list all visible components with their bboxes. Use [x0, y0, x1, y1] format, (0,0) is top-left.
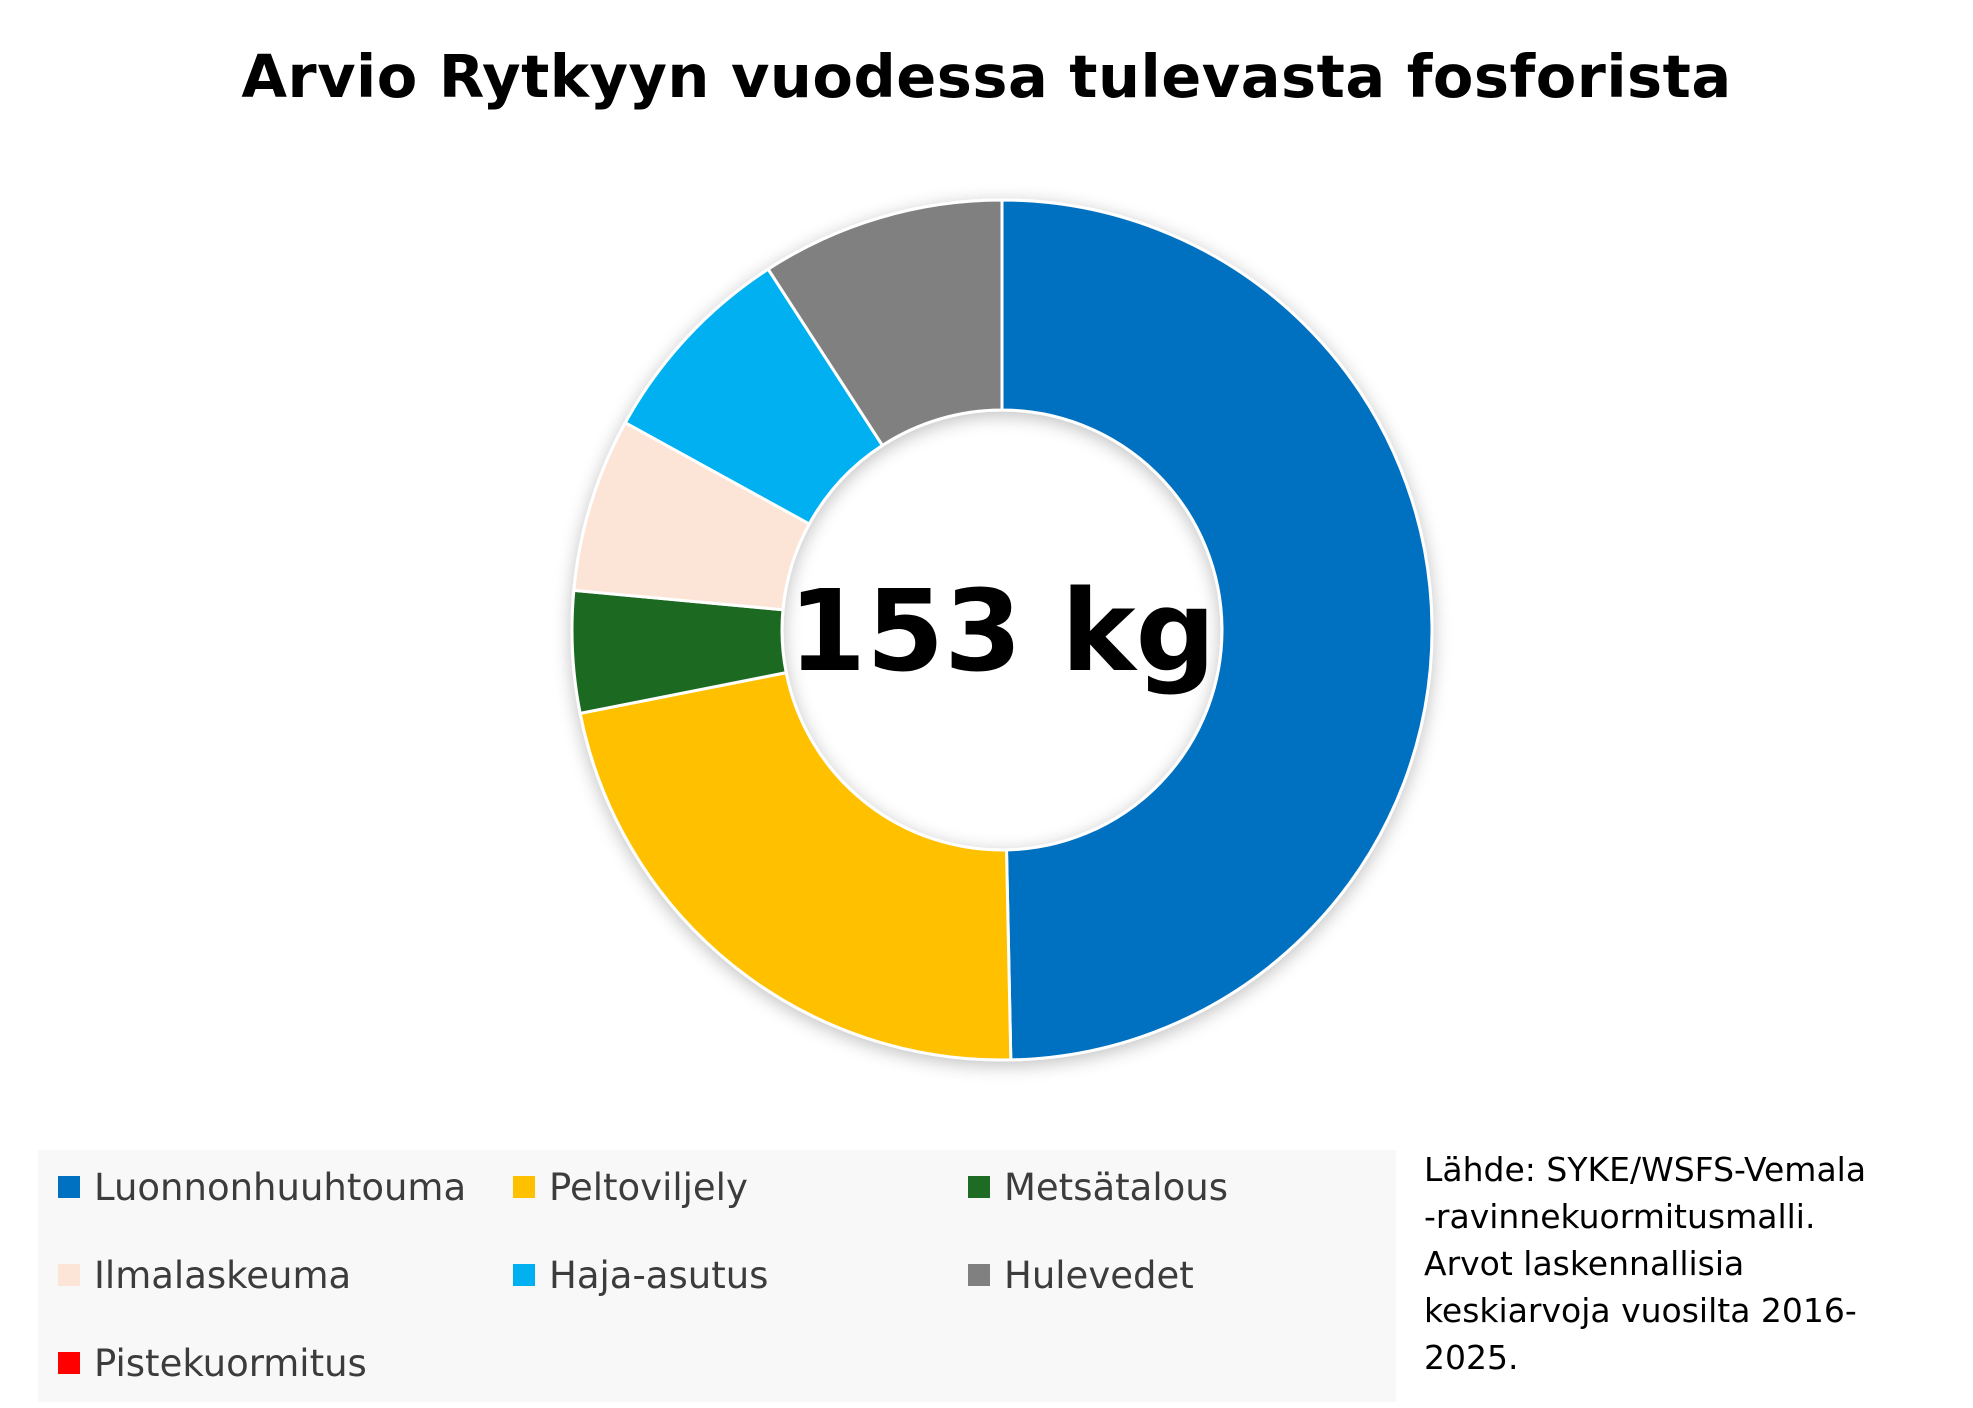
donut-slice-luonnonhuuhtouma [1000, 198, 1434, 1062]
source-note: Lähde: SYKE/WSFS-Vemala -ravinnekuormitu… [1424, 1146, 1954, 1381]
legend-item: Luonnonhuuhtouma [58, 1162, 466, 1212]
source-note-line: Lähde: SYKE/WSFS-Vemala [1424, 1150, 1867, 1189]
donut-chart: 153 kg [570, 198, 1434, 1062]
legend-label: Pistekuormitus [94, 1341, 367, 1385]
legend-swatch [58, 1176, 80, 1198]
legend: Luonnonhuuhtouma Peltoviljely Metsätalous I… [38, 1150, 1396, 1402]
legend-label: Metsätalous [1004, 1165, 1228, 1209]
legend-swatch [968, 1264, 990, 1286]
legend-item: Haja-asutus [513, 1250, 768, 1300]
legend-label: Haja-asutus [549, 1253, 769, 1297]
legend-swatch [58, 1352, 80, 1374]
legend-item: Pistekuormitus [58, 1338, 367, 1388]
donut-slice-peltoviljely [578, 670, 1013, 1062]
chart-title: Arvio Rytkyyn vuodessa tulevasta fosfori… [241, 42, 1732, 111]
legend-item: Metsätalous [968, 1162, 1228, 1212]
source-note-line: Arvot laskennallisia [1424, 1244, 1745, 1283]
legend-swatch [58, 1264, 80, 1286]
source-note-line: keskiarvoja vuosilta 2016- [1424, 1291, 1857, 1330]
donut-slice-hulevedet [766, 198, 1004, 448]
legend-label: Hulevedet [1004, 1253, 1194, 1297]
legend-item: Hulevedet [968, 1250, 1194, 1300]
legend-label: Luonnonhuuhtouma [94, 1165, 467, 1209]
source-note-line: 2025. [1424, 1338, 1519, 1377]
legend-swatch [513, 1176, 535, 1198]
legend-label: Ilmalaskeuma [94, 1253, 352, 1297]
legend-swatch [968, 1176, 990, 1198]
legend-swatch [513, 1264, 535, 1286]
legend-item: Peltoviljely [513, 1162, 748, 1212]
source-note-line: -ravinnekuormitusmalli. [1424, 1197, 1816, 1236]
legend-item: Ilmalaskeuma [58, 1250, 351, 1300]
center-total-label: 153 kg [788, 567, 1215, 697]
legend-label: Peltoviljely [549, 1165, 748, 1209]
